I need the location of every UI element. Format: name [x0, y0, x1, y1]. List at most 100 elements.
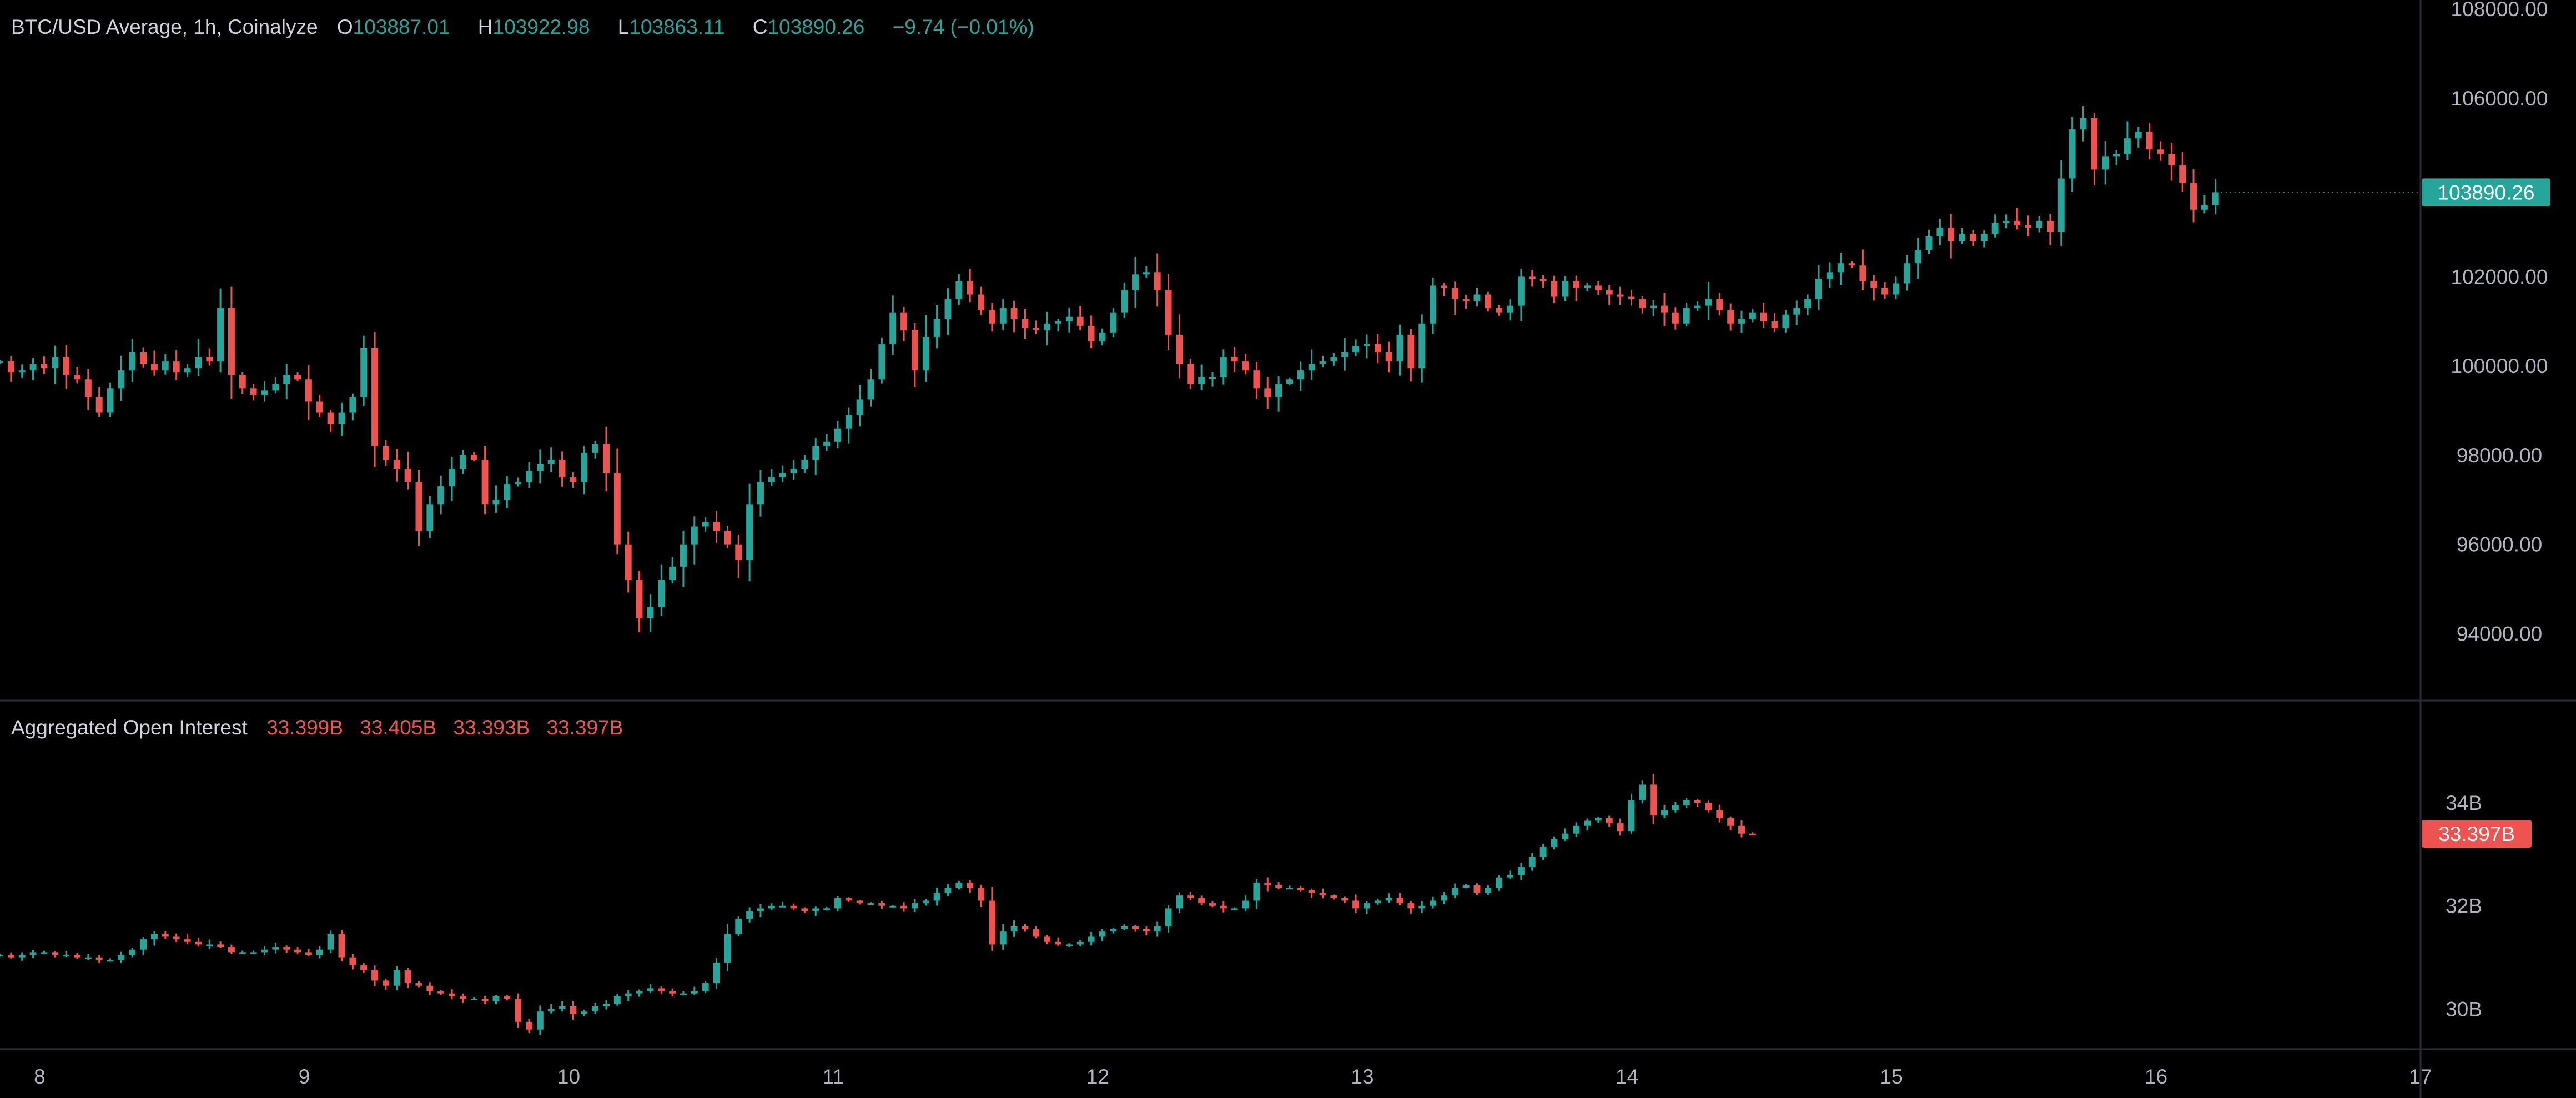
price-candle: [415, 470, 422, 546]
price-candle-body: [1551, 281, 1558, 297]
price-candle: [151, 350, 158, 376]
oi-candle: [1363, 901, 1370, 915]
oi-candle: [1430, 896, 1437, 909]
price-candle-body: [1110, 312, 1117, 333]
price-candle-body: [1330, 357, 1337, 362]
price-candle: [1308, 349, 1315, 380]
oi-candle-body: [603, 1004, 610, 1006]
oi-candle-body: [162, 934, 169, 937]
oi-candle-body: [1363, 903, 1370, 909]
price-candle: [1440, 283, 1447, 296]
oi-candle: [1606, 815, 1613, 827]
oi-candle-body: [724, 934, 731, 963]
oi-candle-body: [250, 952, 257, 954]
oi-axis-tick-label: 34B: [2446, 792, 2482, 814]
close-label: C: [752, 16, 768, 38]
price-candle: [1848, 261, 1855, 268]
oi-candle: [316, 946, 323, 959]
oi-candle-body: [1485, 888, 1492, 893]
oi-candle: [944, 884, 952, 896]
oi-candle: [162, 930, 169, 939]
price-candle-body: [867, 379, 874, 400]
oi-candle: [1473, 883, 1481, 896]
price-candle: [1826, 262, 1833, 288]
oi-candle-body: [1407, 903, 1415, 909]
price-candle: [29, 358, 37, 380]
oi-candle-body: [933, 893, 940, 901]
price-candle-body: [95, 397, 103, 413]
price-candle-body: [746, 504, 753, 560]
price-candle-body: [371, 347, 379, 446]
price-candle-body: [129, 352, 136, 371]
price-candle: [1893, 276, 1899, 299]
price-candle: [889, 295, 897, 355]
price-axis-tick-label: 102000.00: [2451, 265, 2548, 288]
price-candle: [1010, 300, 1018, 333]
oi-candle-body: [735, 918, 742, 934]
price-candle-body: [261, 390, 268, 395]
oi-candle-body: [967, 882, 974, 888]
oi-candle: [834, 896, 841, 911]
price-candle-body: [1639, 299, 1646, 308]
oi-candle-body: [470, 998, 477, 1000]
price-candle: [239, 372, 246, 394]
oi-candle: [1573, 822, 1580, 838]
price-candle-body: [1462, 299, 1470, 301]
oi-candle: [1055, 937, 1061, 946]
oi-candle-body: [1374, 900, 1381, 904]
oi-candle: [1297, 885, 1304, 892]
oi-candle: [29, 950, 37, 958]
price-candle: [1231, 347, 1238, 372]
oi-open-value: 33.399B: [266, 716, 343, 739]
oi-candle-body: [52, 952, 59, 955]
price-candle-body: [393, 459, 400, 469]
price-candle-body: [845, 415, 852, 429]
price-candle-body: [1727, 310, 1734, 324]
price-candle: [1198, 364, 1205, 390]
price-candle: [140, 347, 147, 368]
oi-candle: [327, 930, 334, 953]
price-candle: [1639, 296, 1646, 314]
oi-candle-body: [999, 931, 1007, 945]
price-candle: [680, 530, 687, 587]
oi-candle-body: [1562, 833, 1569, 839]
price-candle: [1705, 282, 1712, 320]
price-candle-body: [2201, 205, 2208, 210]
price-candle: [1088, 315, 1095, 348]
oi-candle: [1749, 832, 1756, 835]
price-candle: [63, 344, 70, 389]
oi-candle: [1033, 926, 1040, 939]
price-candle: [1727, 303, 1734, 331]
oi-candle: [1385, 893, 1392, 903]
price-candle: [570, 472, 577, 488]
oi-candle: [1650, 774, 1657, 825]
oi-candle-body: [195, 941, 202, 945]
price-candle: [581, 446, 588, 495]
price-candle-body: [856, 399, 863, 415]
price-candle: [41, 356, 48, 374]
oi-candle-body: [856, 900, 863, 904]
price-candle-body: [1804, 299, 1812, 308]
price-candle: [173, 350, 180, 380]
price-candle: [272, 376, 279, 394]
price-candle-body: [2190, 183, 2197, 210]
oi-candle: [1132, 924, 1139, 932]
oi-candle-body: [1010, 926, 1018, 932]
open-interest-legend: Aggregated Open Interest 33.399B 33.405B…: [11, 717, 634, 738]
price-candle: [426, 496, 434, 538]
oi-axis-tick-label: 30B: [2446, 998, 2482, 1021]
price-candle: [1033, 320, 1040, 334]
price-candle-body: [1694, 305, 1701, 308]
price-candle: [1562, 276, 1569, 301]
price-candle-body: [1132, 274, 1139, 290]
price-candle: [1044, 311, 1051, 345]
price-candle: [382, 440, 389, 466]
oi-candle-body: [272, 947, 279, 950]
oi-candle: [426, 982, 434, 995]
oi-candle: [338, 930, 345, 961]
price-candle: [2025, 215, 2032, 236]
oi-candle: [878, 900, 886, 909]
price-candle: [1154, 253, 1161, 307]
oi-candle: [1738, 820, 1745, 838]
